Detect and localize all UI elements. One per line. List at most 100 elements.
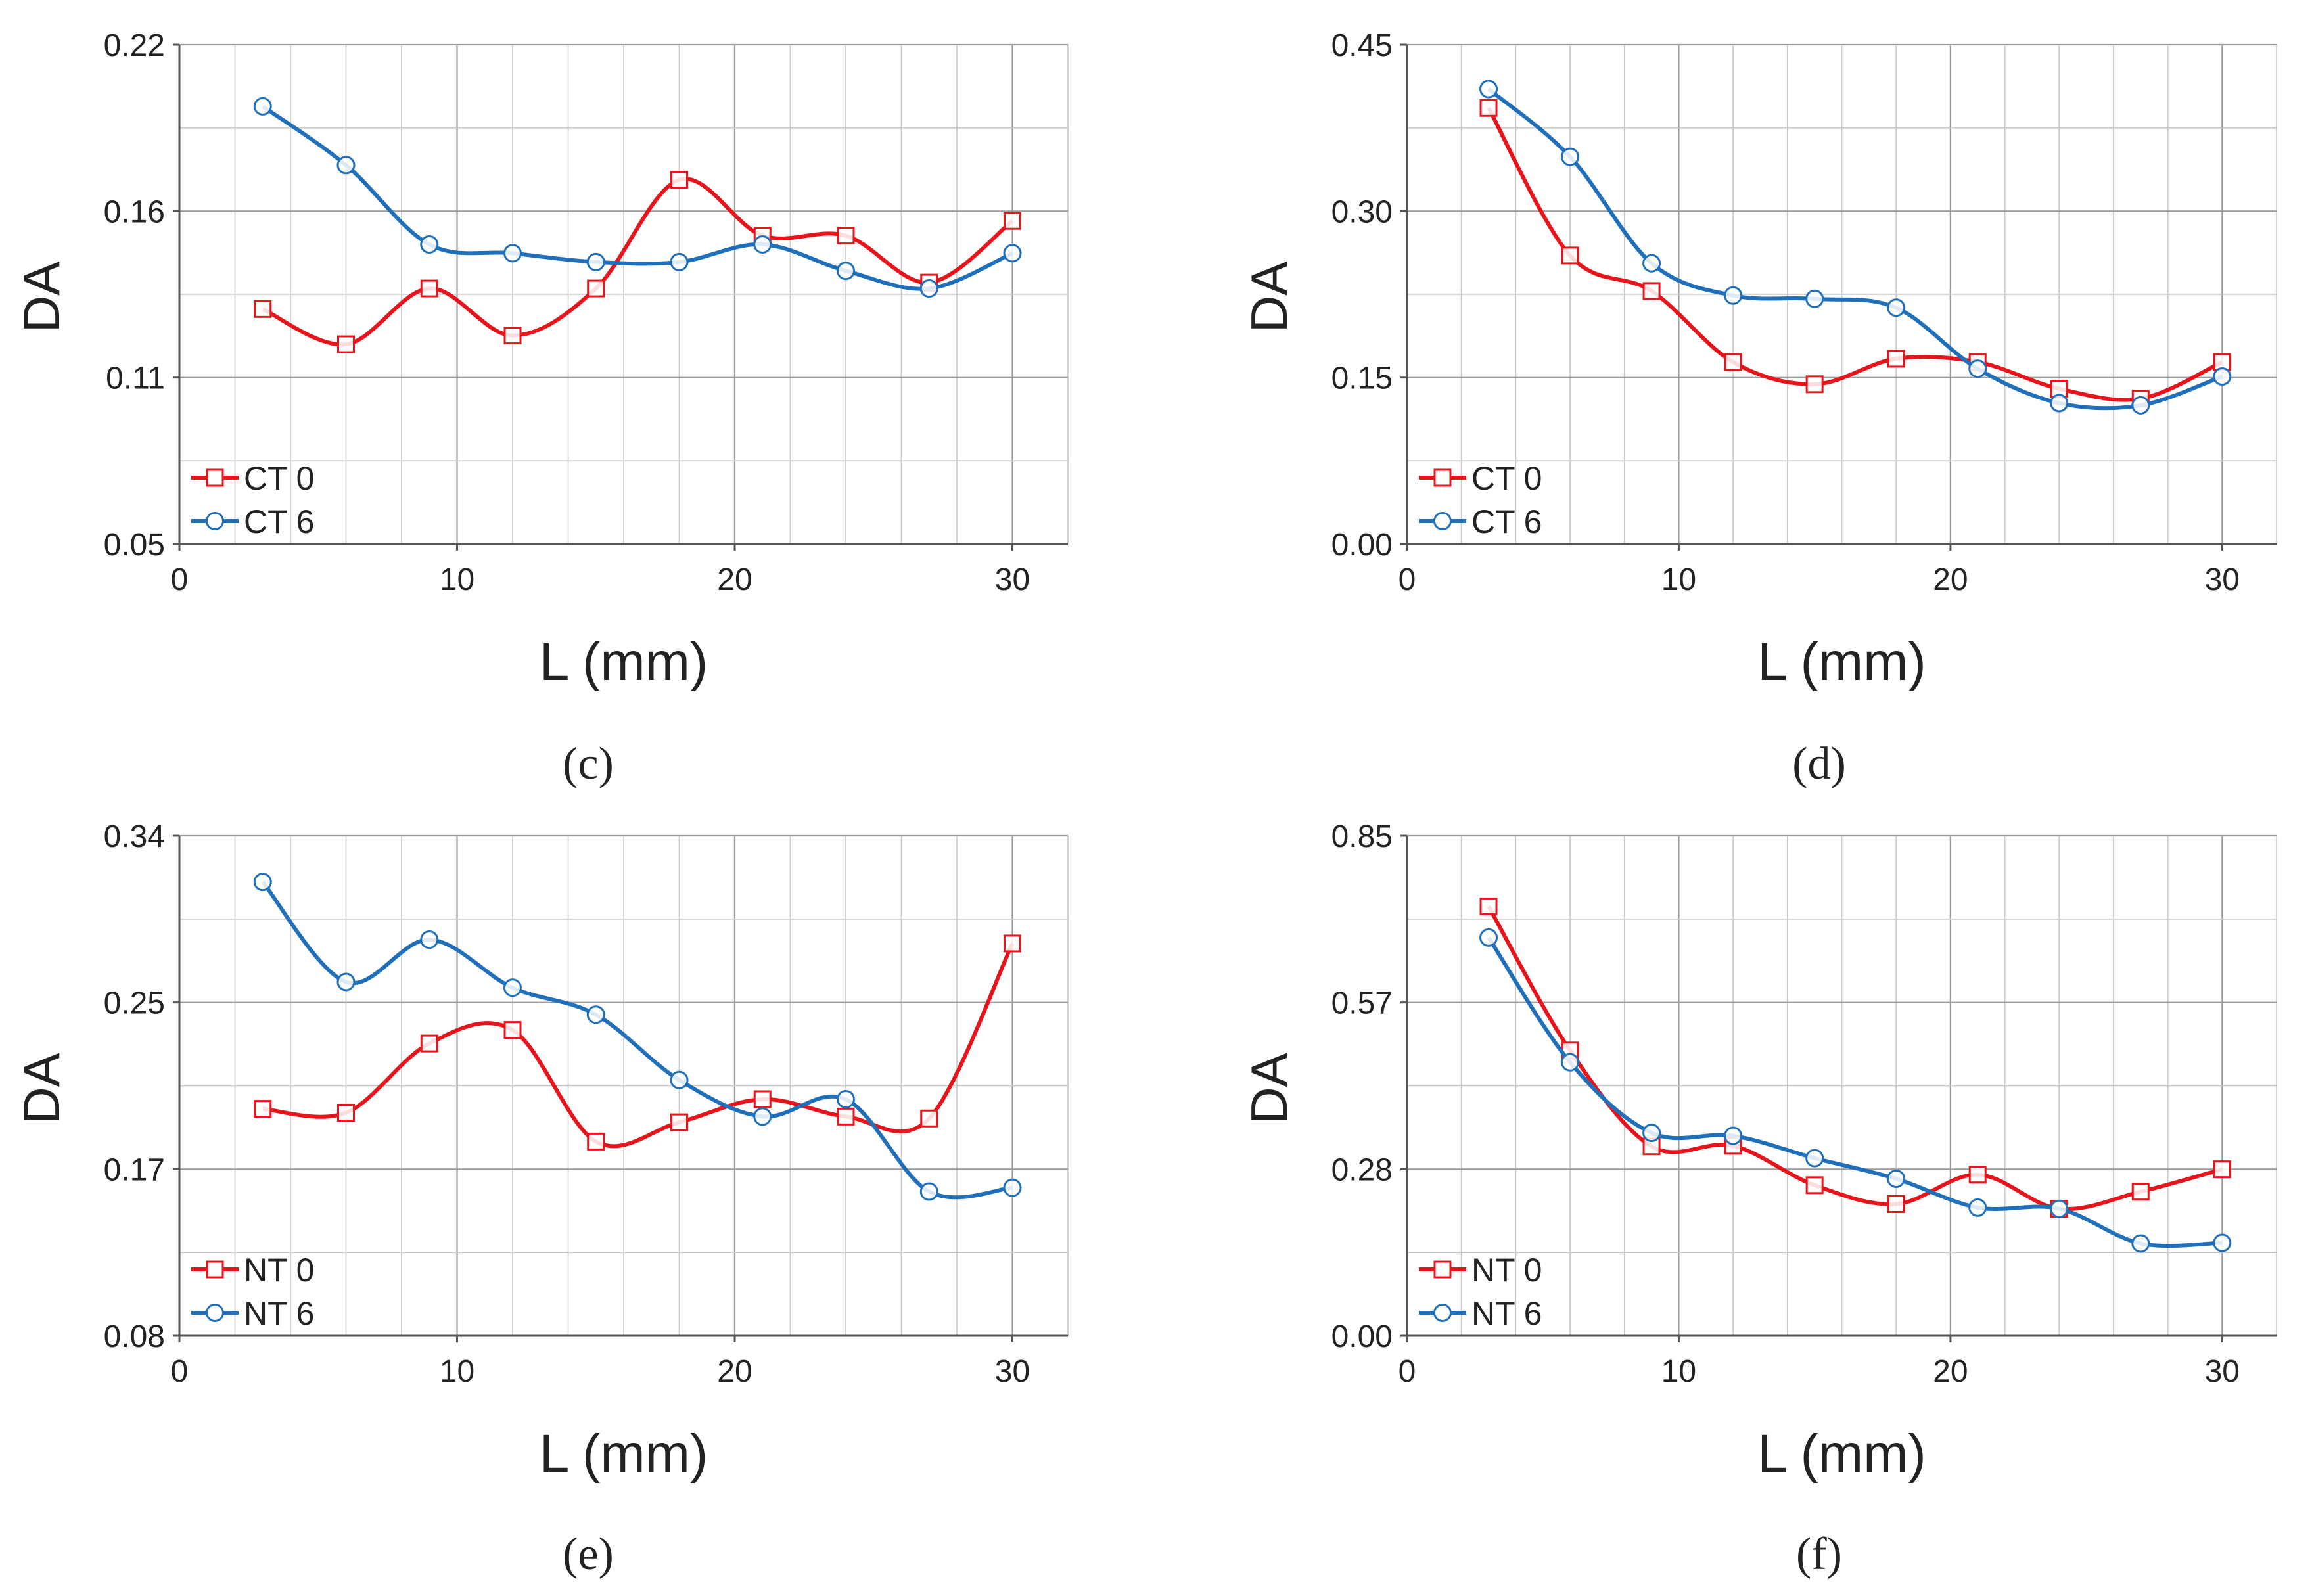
data-point-circle — [837, 262, 855, 281]
data-point-square — [1004, 934, 1021, 953]
x-tick-label: 10 — [1661, 562, 1696, 597]
data-point-square — [1642, 282, 1661, 300]
series-line — [262, 104, 1013, 291]
x-axis-title: L (mm) — [540, 1424, 708, 1484]
series-line — [262, 942, 1015, 1149]
data-point-square — [587, 1132, 605, 1151]
data-point-square — [2131, 1183, 2150, 1201]
series-1 — [253, 873, 1022, 1201]
data-point-square — [1805, 1176, 1824, 1195]
data-point-circle — [753, 235, 772, 254]
x-tick-label: 20 — [717, 562, 752, 597]
x-tick-label: 30 — [2205, 562, 2240, 597]
data-point-square — [1887, 1195, 1905, 1213]
y-tick-label: 0.16 — [104, 194, 165, 229]
data-point-circle — [2050, 394, 2069, 413]
y-tick-label: 0.00 — [1331, 1319, 1393, 1354]
x-tick-label: 0 — [1399, 562, 1416, 597]
series-line — [262, 177, 1014, 347]
data-point-square — [254, 1100, 272, 1118]
series-line — [1487, 905, 2223, 1212]
legend: NT 0 NT 6 — [191, 1252, 314, 1332]
y-tick-label: 0.11 — [106, 361, 165, 396]
y-tick-label: 0.05 — [104, 528, 165, 562]
data-point-circle — [253, 97, 272, 116]
data-point-circle — [2131, 1234, 2150, 1253]
data-point-circle — [1968, 1198, 1987, 1217]
chart-panel-e: 0.08 0.17 0.25 0.34 0 10 20 30 DA L (mm) NT 0 NT 6 (… — [12, 819, 1069, 1580]
data-point-circle — [1642, 1124, 1661, 1143]
data-point-circle — [1724, 1126, 1743, 1145]
legend-label: CT 0 — [244, 460, 314, 497]
data-point-square — [254, 300, 272, 318]
data-point-circle — [336, 156, 356, 175]
data-point-circle — [919, 1182, 938, 1201]
legend-swatch-marker — [206, 1260, 224, 1279]
x-tick-label: 0 — [171, 1354, 189, 1389]
panel-caption: (f) — [1796, 1529, 1842, 1580]
data-point-square — [337, 335, 355, 353]
x-axis-title: L (mm) — [1757, 632, 1926, 692]
legend-swatch-marker — [1433, 1260, 1452, 1279]
data-point-square — [1887, 350, 1905, 368]
series-0 — [254, 934, 1021, 1151]
data-point-circle — [1003, 244, 1022, 263]
data-point-square — [1724, 353, 1742, 371]
legend-label: CT 6 — [244, 503, 314, 540]
data-point-circle — [253, 873, 272, 892]
y-tick-label: 0.34 — [104, 819, 165, 854]
data-point-square — [503, 1021, 522, 1039]
data-point-square — [753, 1090, 772, 1108]
data-point-circle — [1887, 1169, 1906, 1188]
data-point-circle — [503, 978, 522, 997]
y-tick-label: 0.57 — [1331, 986, 1393, 1021]
data-point-circle — [919, 279, 938, 298]
y-axis-title: DA — [1240, 1053, 1298, 1124]
data-point-circle — [2050, 1199, 2069, 1218]
y-tick-label: 0.17 — [104, 1152, 165, 1187]
y-tick-label: 0.25 — [104, 986, 165, 1021]
data-point-circle — [2213, 367, 2232, 386]
y-axis-title: DA — [12, 1053, 70, 1124]
data-point-square — [837, 227, 855, 245]
chart-panel-f: 0.00 0.28 0.57 0.85 0 10 20 30 DA L (mm) NT 0 NT 6 (… — [1240, 819, 2277, 1580]
series-line — [1487, 87, 2223, 411]
legend-label: CT 6 — [1471, 503, 1542, 540]
legend-swatch-marker — [1433, 1304, 1452, 1322]
data-point-square — [337, 1103, 355, 1122]
series-line — [1487, 106, 2223, 402]
panel-caption: (d) — [1792, 739, 1846, 789]
data-point-square — [587, 279, 605, 298]
data-point-circle — [1561, 147, 1580, 166]
data-point-circle — [1003, 1178, 1022, 1197]
y-tick-label: 0.85 — [1331, 819, 1393, 854]
data-point-square — [1479, 99, 1498, 117]
x-tick-label: 20 — [1933, 1354, 1968, 1389]
data-point-circle — [2131, 396, 2150, 415]
data-point-circle — [1561, 1053, 1580, 1072]
data-point-circle — [586, 252, 605, 271]
legend: NT 0 NT 6 — [1419, 1252, 1542, 1332]
data-point-square — [2213, 1160, 2231, 1179]
legend-label: CT 0 — [1471, 460, 1542, 497]
chart-panel-d: 0.00 0.15 0.30 0.45 0 10 20 30 DA L (mm) CT 0 CT 6 (… — [1240, 28, 2277, 789]
y-tick-label: 0.00 — [1331, 528, 1393, 562]
grid — [179, 834, 1069, 1336]
data-point-square — [837, 1107, 855, 1126]
legend-label: NT 0 — [1471, 1252, 1542, 1288]
grid — [1407, 834, 2277, 1336]
legend-label: NT 6 — [1471, 1295, 1542, 1332]
x-tick-label: 20 — [717, 1354, 752, 1389]
data-point-circle — [1642, 254, 1661, 273]
x-tick-label: 10 — [440, 1354, 474, 1389]
series-1 — [1479, 80, 2232, 415]
data-point-circle — [503, 244, 522, 263]
chart-panel-c: 0.05 0.11 0.16 0.22 0 10 20 30 DA L (mm) CT 0 CT 6 (… — [12, 28, 1069, 789]
data-point-square — [1805, 375, 1824, 394]
data-point-circle — [2213, 1233, 2232, 1252]
y-tick-label: 0.30 — [1331, 194, 1393, 229]
data-point-circle — [1479, 928, 1498, 947]
data-point-square — [1479, 897, 1498, 915]
data-point-circle — [1805, 289, 1824, 308]
